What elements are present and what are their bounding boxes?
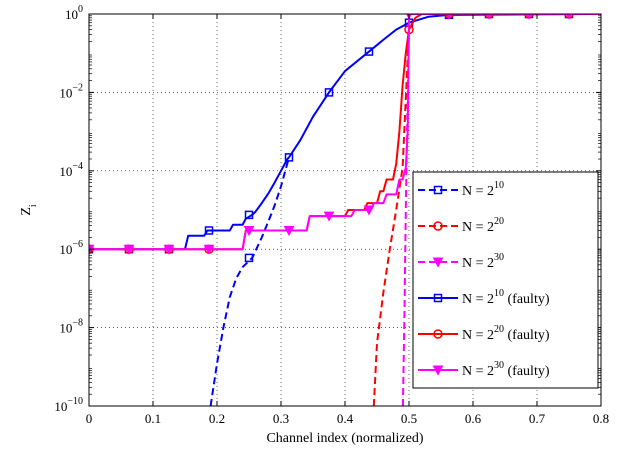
series-line (372, 29, 410, 406)
x-tick-label: 0.7 (529, 411, 546, 426)
y-tick-label: 100 (65, 4, 83, 22)
legend-label: N = 230 (faulty) (462, 360, 550, 379)
series-point-square (244, 210, 254, 220)
legend-label: N = 220 (faulty) (462, 324, 550, 343)
series-line (89, 14, 601, 251)
legend-box (412, 171, 599, 389)
series-line (89, 14, 601, 251)
series-point-triangle (363, 205, 375, 216)
y-tick-label: 10−6 (59, 239, 83, 257)
x-tick-label: 0 (86, 411, 93, 426)
y-tick-label: 10−4 (59, 161, 83, 179)
y-axis-label-subscript: i (28, 204, 39, 207)
legend-entry-5: N = 220 (faulty) (418, 324, 550, 343)
x-tick-labels: 0 0.1 0.2 0.3 0.4 0.5 0.6 0.7 0.8 (86, 411, 609, 426)
series-point-square (284, 153, 294, 162)
series-2 (372, 29, 410, 406)
x-axis-label: Channel index (normalized) (266, 431, 423, 446)
legend: N = 210 N = 220 N = 230 N = 210 (faulty) N =… (412, 171, 599, 389)
series-point-circle (433, 329, 443, 339)
series-point-triangle (123, 244, 135, 255)
legend-entry-1: N = 210 (418, 180, 504, 199)
legend-entry-4: N = 210 (faulty) (418, 288, 550, 307)
series-point-triangle (163, 244, 175, 255)
legend-label: N = 210 (462, 180, 504, 199)
series-point-triangle (243, 225, 255, 237)
series-point-triangle (323, 211, 335, 222)
x-tick-label: 0.4 (337, 411, 354, 426)
legend-entry-2: N = 220 (418, 216, 504, 235)
x-tick-label: 0.3 (273, 411, 289, 426)
y-tick-label: 10−8 (59, 318, 83, 336)
series-1 (209, 157, 290, 406)
series-point-circle (433, 221, 443, 231)
series-point-square (433, 185, 443, 195)
y-tick-label: 10−2 (59, 82, 83, 100)
legend-label: N = 230 (462, 252, 504, 271)
series-point-triangle (432, 257, 444, 268)
x-tick-label: 0.6 (465, 411, 482, 426)
series-point-triangle (432, 365, 444, 376)
legend-label: N = 220 (462, 216, 504, 235)
legend-entry-3: N = 230 (418, 252, 504, 271)
series-point-square (244, 253, 254, 263)
series-point-square (364, 47, 374, 56)
svg-text:Zi: Zi (19, 204, 39, 216)
x-tick-label: 0.2 (209, 411, 225, 426)
legend-label: N = 210 (faulty) (462, 288, 550, 307)
series-line (209, 157, 290, 406)
series-point-square (324, 88, 334, 97)
series-point-square (433, 293, 443, 303)
y-axis-label-base: Z (19, 207, 34, 216)
series-point-triangle (203, 244, 215, 255)
y-axis-label: Zi (19, 204, 39, 216)
x-tick-label: 0.5 (401, 411, 417, 426)
series-point-triangle (283, 225, 295, 237)
series-point-square (204, 226, 214, 235)
y-tick-label: 10−10 (54, 396, 83, 414)
x-tick-label: 0.1 (145, 411, 161, 426)
series-layer (89, 14, 601, 406)
legend-entry-6: N = 230 (faulty) (418, 360, 550, 379)
y-tick-labels: 10−10 10−8 10−6 10−4 10−2 100 (54, 4, 83, 414)
x-tick-label: 0.8 (593, 411, 609, 426)
